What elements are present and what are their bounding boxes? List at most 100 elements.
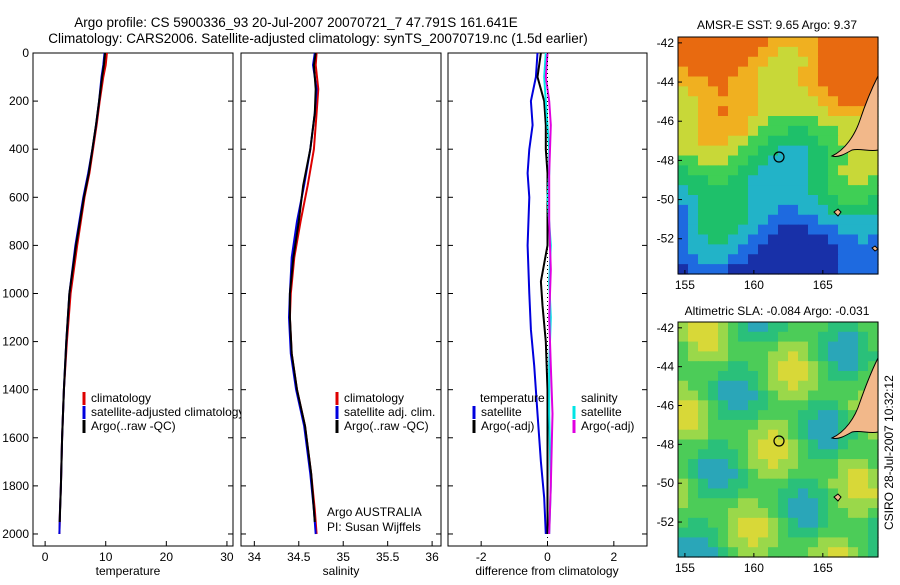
map-cell [788, 468, 799, 480]
map-cell [818, 439, 829, 450]
map-cell [838, 37, 849, 48]
map-cell [868, 508, 879, 519]
map-cell [868, 439, 879, 450]
map-cell [868, 341, 879, 352]
map-cell [778, 214, 789, 226]
map-cell [768, 76, 779, 87]
map-cell [758, 66, 769, 78]
map-cell [678, 234, 689, 245]
map-cell [728, 508, 739, 519]
map-cell [778, 185, 789, 196]
map-cell [828, 175, 839, 186]
map-cell [788, 488, 799, 499]
map-cell [858, 537, 869, 548]
map-cell [788, 116, 799, 127]
map-cell [768, 56, 779, 68]
map-cell [748, 195, 759, 206]
map-cell [838, 322, 849, 333]
legend-label-argo: Argo(..raw -QC) [91, 419, 176, 433]
map-cell [738, 254, 749, 265]
map-cell [738, 56, 749, 68]
map-cell [758, 135, 769, 147]
map-cell [818, 370, 829, 382]
map-cell [728, 244, 739, 255]
map-cell [718, 125, 729, 137]
map-cell [698, 244, 709, 255]
map-cell [718, 96, 729, 107]
map-cell [708, 517, 719, 529]
map-cell [718, 46, 729, 58]
map-cell [848, 185, 859, 196]
x-tick-label: -2 [476, 550, 487, 564]
map-cell [798, 361, 809, 372]
map-cell [848, 410, 859, 421]
map-cell [868, 449, 879, 460]
map-cell [798, 214, 809, 226]
map-cell [798, 527, 809, 539]
map-cell [858, 204, 869, 216]
map-cell [818, 517, 829, 529]
map-cell [838, 185, 849, 196]
map-cell [838, 254, 849, 265]
map-cell [778, 370, 789, 382]
map-cell [788, 96, 799, 107]
map-cell [858, 498, 869, 509]
map-cell [708, 96, 719, 107]
map-cell [708, 547, 719, 558]
map-cell [828, 429, 839, 441]
map-cell [808, 468, 819, 480]
map-cell [758, 96, 769, 107]
map-cell [798, 390, 809, 401]
map-cell [838, 537, 849, 548]
map-cell [768, 214, 779, 226]
map-cell [858, 478, 869, 490]
map-cell [768, 234, 779, 245]
map-cell [738, 439, 749, 450]
map-cell [808, 400, 819, 411]
map-cell [688, 322, 699, 333]
map-cell [838, 56, 849, 68]
map-cell [688, 37, 699, 48]
island-shape [833, 208, 842, 217]
map-cell [788, 459, 799, 470]
map-cell [688, 234, 699, 245]
map-cell [738, 76, 749, 87]
map-cell [788, 429, 799, 441]
map-cell [678, 468, 689, 480]
map-cell [858, 380, 869, 392]
map-cell [778, 449, 789, 460]
map-cell [748, 66, 759, 78]
map-cell [718, 244, 729, 255]
map-cell [758, 351, 769, 362]
map-cell [688, 195, 699, 206]
map-cell [848, 264, 859, 275]
map-cell [808, 155, 819, 166]
map-cell [848, 537, 859, 548]
map-cell [708, 135, 719, 147]
map-cell [858, 195, 869, 206]
map-cell [708, 155, 719, 166]
map-cell [758, 508, 769, 519]
map-cell [698, 361, 709, 372]
map-cell [708, 175, 719, 186]
map-cell [728, 380, 739, 392]
map-cell [778, 264, 789, 275]
map-cell [838, 517, 849, 529]
map-cell [748, 331, 759, 343]
map-cell [818, 204, 829, 216]
map-cell [748, 106, 759, 117]
map-cell [808, 351, 819, 362]
map-cell [858, 508, 869, 519]
map-cell [688, 86, 699, 97]
map-cell [738, 419, 749, 431]
map-cell [778, 331, 789, 343]
map-cell [708, 195, 719, 206]
map-cell [838, 351, 849, 362]
legend-label-temp-satellite: satellite [481, 405, 522, 419]
map-cell [738, 46, 749, 58]
map-cell [828, 125, 839, 137]
map-cell [818, 185, 829, 196]
map-cell [738, 498, 749, 509]
map-cell [778, 341, 789, 352]
map-cell [708, 56, 719, 68]
